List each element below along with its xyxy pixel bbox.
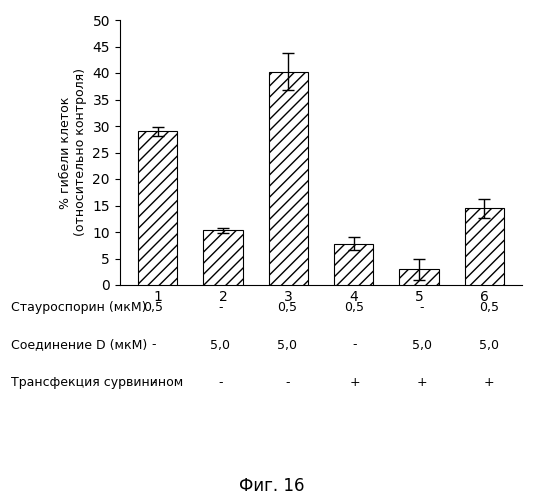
Bar	[465, 208, 504, 285]
Text: +: +	[349, 376, 360, 389]
Text: 0,5: 0,5	[479, 301, 499, 314]
Text: -: -	[285, 376, 289, 389]
Text: Стауроспорин (мкМ): Стауроспорин (мкМ)	[11, 301, 146, 314]
Text: Трансфекция сурвинином: Трансфекция сурвинином	[11, 376, 183, 389]
Text: -: -	[353, 338, 357, 351]
Bar	[269, 72, 308, 285]
Text: 5,0: 5,0	[412, 338, 431, 351]
Text: +: +	[484, 376, 494, 389]
Y-axis label: % гибели клеток
(относительно контроля): % гибели клеток (относительно контроля)	[59, 68, 87, 236]
Bar	[203, 230, 243, 285]
Text: -: -	[419, 301, 424, 314]
Bar	[138, 132, 177, 285]
Text: -: -	[151, 376, 156, 389]
Text: 5,0: 5,0	[277, 338, 298, 351]
Text: Соединение D (мкМ): Соединение D (мкМ)	[11, 338, 147, 351]
Text: 5,0: 5,0	[479, 338, 499, 351]
Text: 0,5: 0,5	[277, 301, 298, 314]
Text: 0,5: 0,5	[143, 301, 163, 314]
Text: 5,0: 5,0	[211, 338, 230, 351]
Text: Фиг. 16: Фиг. 16	[239, 477, 305, 495]
Text: -: -	[218, 376, 222, 389]
Text: +: +	[416, 376, 427, 389]
Text: -: -	[218, 301, 222, 314]
Bar	[334, 244, 373, 285]
Text: -: -	[151, 338, 156, 351]
Text: 0,5: 0,5	[344, 301, 364, 314]
Bar	[399, 269, 438, 285]
